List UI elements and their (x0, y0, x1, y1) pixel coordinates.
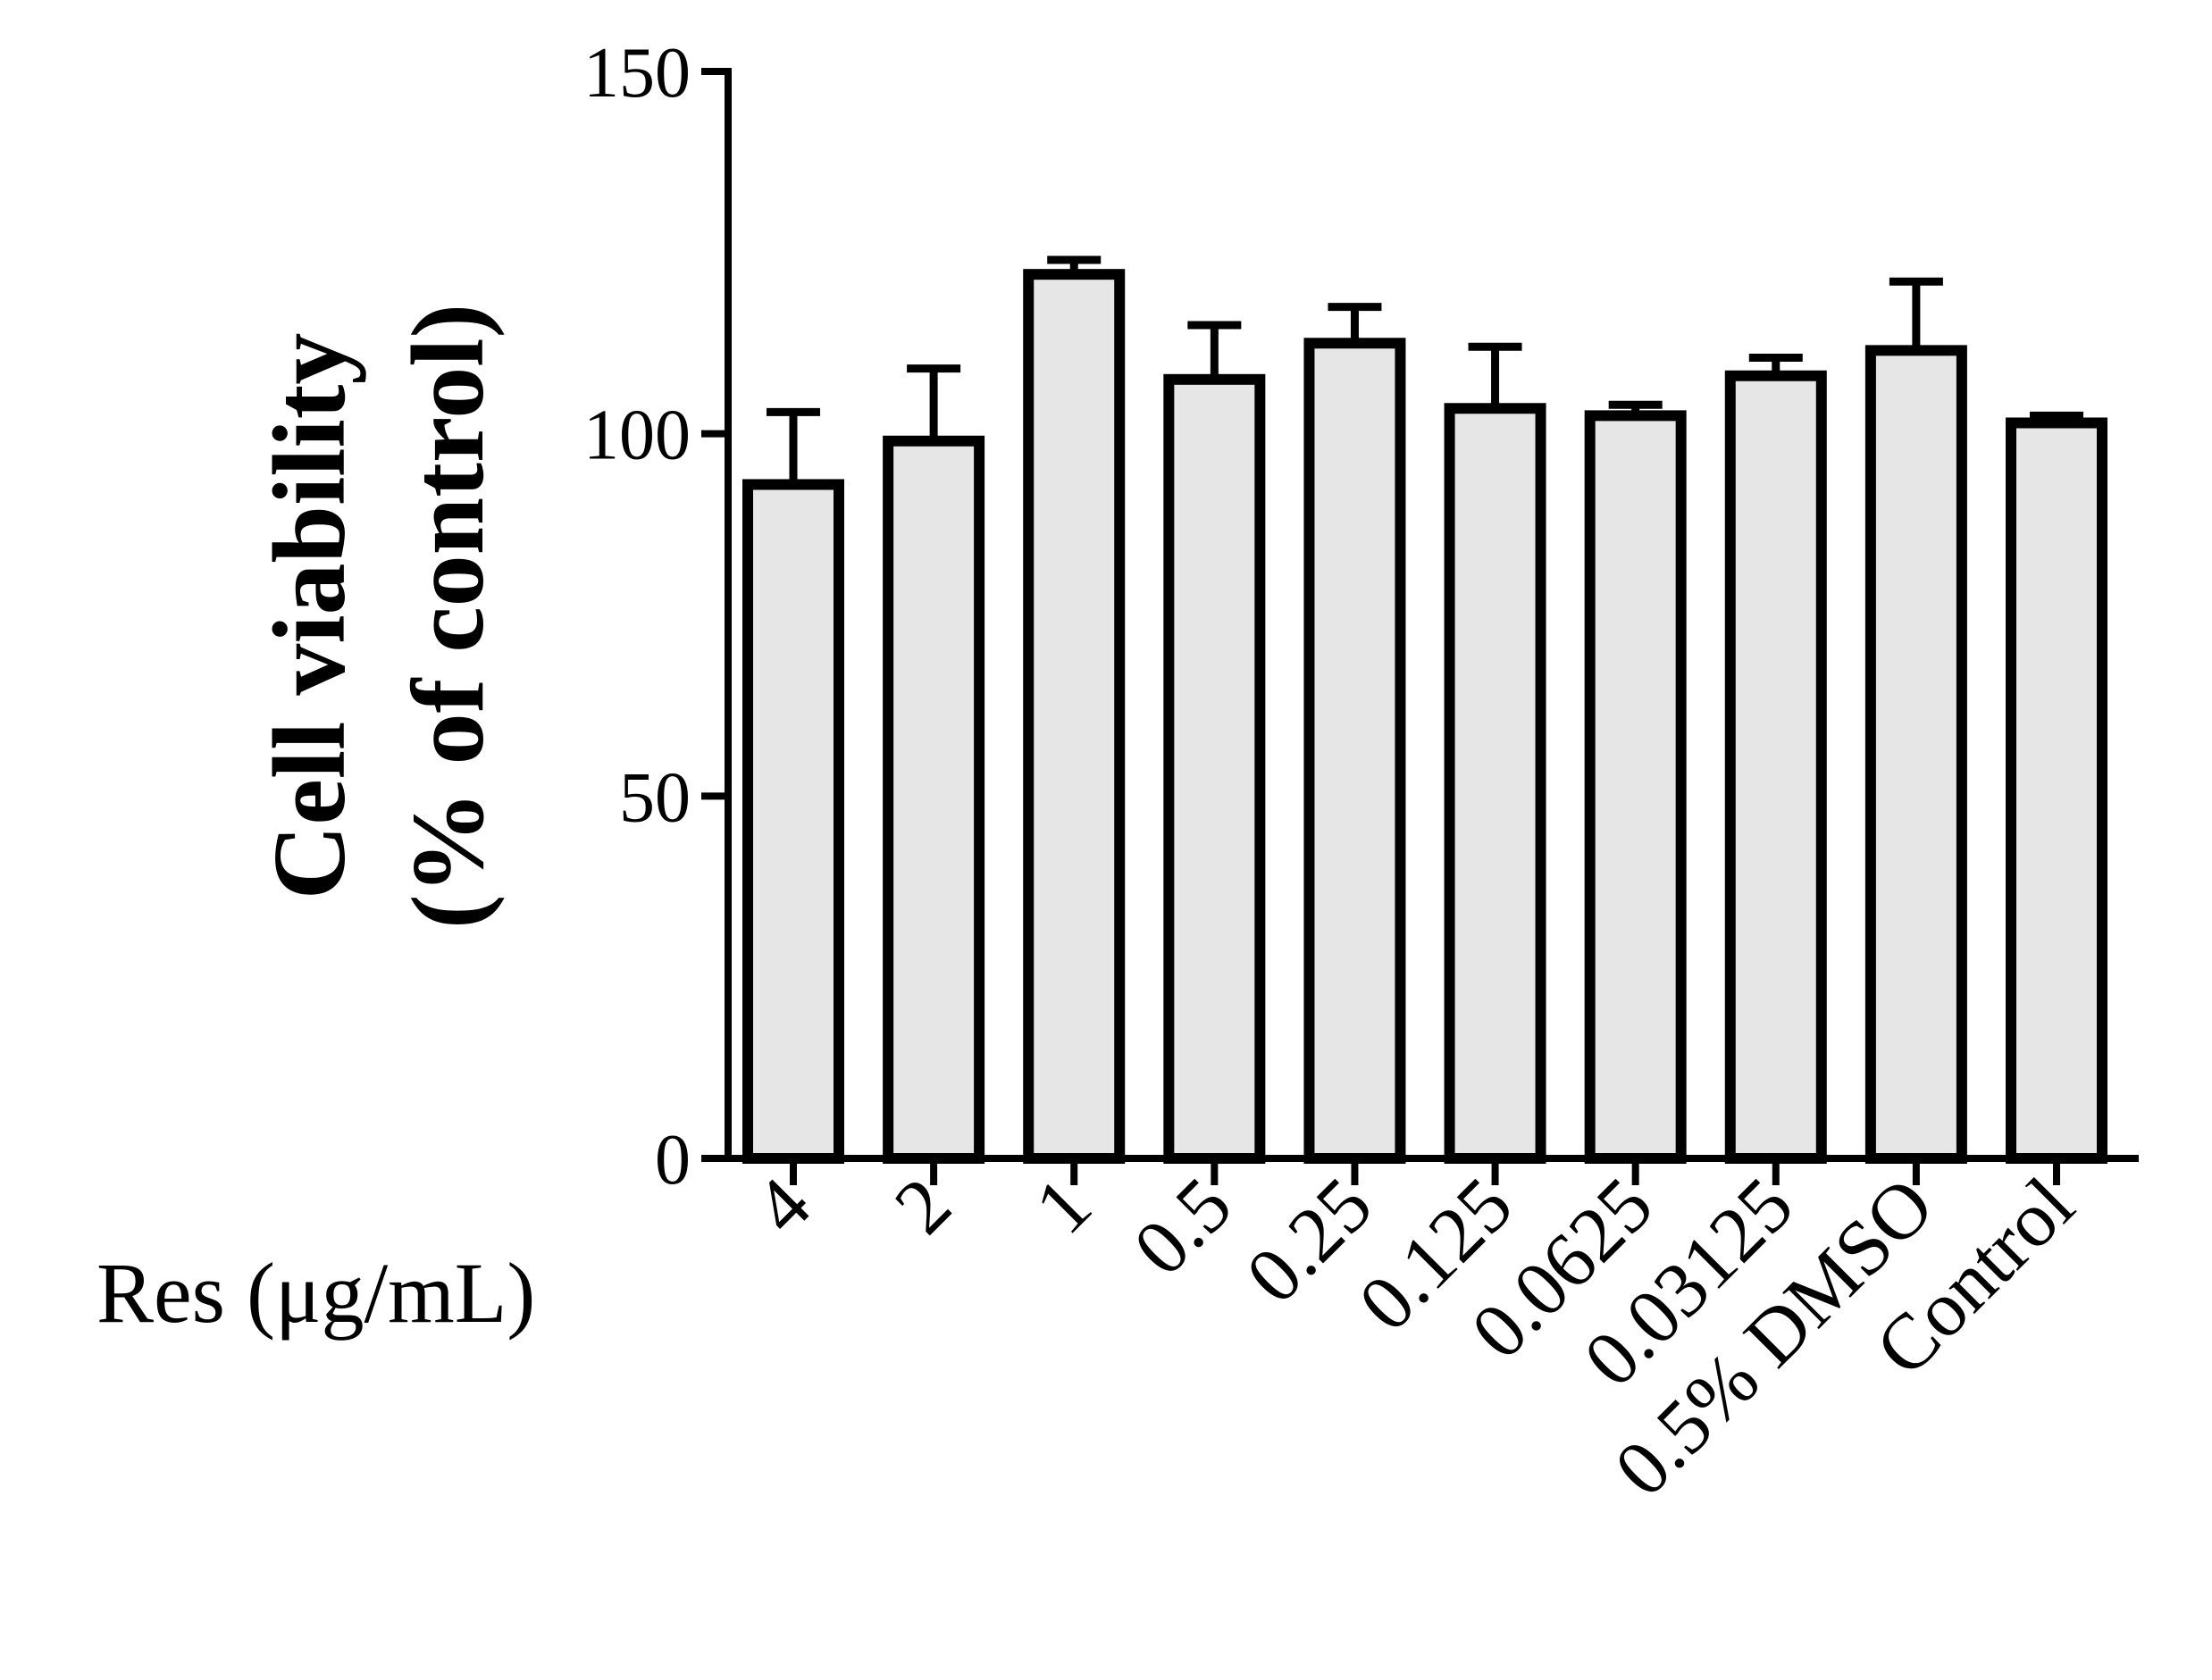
bar (1163, 373, 1266, 1165)
bar (742, 479, 844, 1164)
y-tick-label: 100 (583, 397, 691, 475)
bars-layer (742, 255, 2107, 1165)
bar (883, 435, 985, 1164)
bar (2006, 417, 2107, 1165)
x-tick-label: 2 (879, 1162, 968, 1251)
y-axis-label-line-1: Cell viability (253, 333, 367, 900)
y-tick-label: 150 (583, 34, 691, 113)
bar (1023, 269, 1126, 1164)
x-tick-label: 1 (1019, 1162, 1109, 1251)
bar (1724, 370, 1827, 1164)
labels-layer: Cell viability (% of control) Res (μg/mL… (96, 304, 535, 1341)
y-axis-label-line-2: (% of control) (391, 304, 506, 929)
x-tick-label: 4 (738, 1162, 827, 1251)
axes-layer (725, 68, 2139, 1162)
bar (1444, 403, 1546, 1164)
x-axis-label: Res (μg/mL) (96, 1245, 535, 1341)
x-tick-label: 0.5 (1118, 1162, 1248, 1292)
bar (1864, 345, 1967, 1164)
bar (1584, 410, 1687, 1164)
y-tick-label: 50 (619, 758, 691, 837)
bar (1303, 338, 1406, 1164)
y-tick-label: 0 (655, 1121, 691, 1199)
